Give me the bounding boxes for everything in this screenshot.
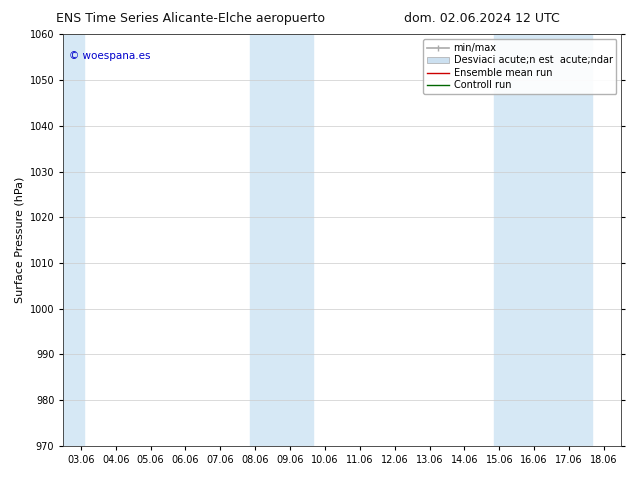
Text: © woespana.es: © woespana.es xyxy=(69,51,150,61)
Bar xyxy=(250,34,313,446)
Bar xyxy=(63,34,84,446)
Y-axis label: Surface Pressure (hPa): Surface Pressure (hPa) xyxy=(14,177,24,303)
Legend: min/max, Desviaci acute;n est  acute;ndar, Ensemble mean run, Controll run: min/max, Desviaci acute;n est acute;ndar… xyxy=(424,39,616,94)
Text: ENS Time Series Alicante-Elche aeropuerto: ENS Time Series Alicante-Elche aeropuert… xyxy=(56,12,325,25)
Bar xyxy=(494,34,592,446)
Text: dom. 02.06.2024 12 UTC: dom. 02.06.2024 12 UTC xyxy=(404,12,560,25)
